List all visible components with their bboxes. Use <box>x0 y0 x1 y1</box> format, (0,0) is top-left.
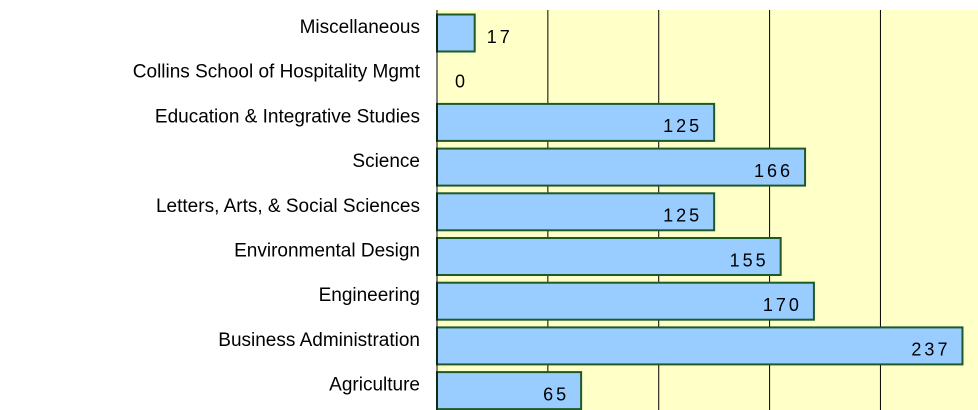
bar <box>436 147 807 187</box>
category-label: Collins School of Hospitality Mgmt <box>133 62 421 83</box>
bar <box>436 13 476 53</box>
data-label: 166 <box>754 161 793 181</box>
category-label: Environmental Design <box>234 241 420 262</box>
data-label: 155 <box>730 250 769 270</box>
bar <box>436 192 716 232</box>
bar <box>436 281 815 321</box>
data-label: 65 <box>543 384 569 404</box>
category-label: Education & Integrative Studies <box>155 106 420 127</box>
data-label: 125 <box>663 206 702 226</box>
category-label: Business Administration <box>218 330 420 351</box>
category-label: Engineering <box>319 285 420 306</box>
bar <box>436 371 583 410</box>
data-label: 125 <box>663 116 702 136</box>
bar <box>436 326 964 366</box>
category-label: Letters, Arts, & Social Sciences <box>156 196 420 217</box>
data-label: 17 <box>487 27 513 47</box>
data-label: 170 <box>763 295 802 315</box>
data-label: 237 <box>911 340 950 360</box>
category-label: Agriculture <box>329 375 420 396</box>
category-label: Science <box>352 151 420 172</box>
bar <box>436 237 782 276</box>
category-label: Miscellaneous <box>300 17 420 38</box>
data-label: 0 <box>455 71 468 91</box>
